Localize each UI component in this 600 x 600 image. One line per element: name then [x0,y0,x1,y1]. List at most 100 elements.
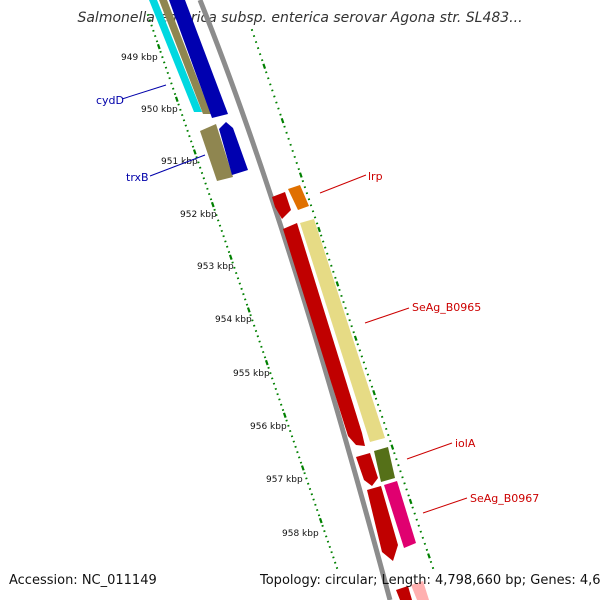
gene-SeAg_B0967[interactable] [384,481,416,548]
gene-SeAg_B0965[interactable] [300,219,385,442]
minor-tick [222,235,225,238]
gene-cydD-cyan[interactable] [149,0,202,112]
minor-tick [245,303,249,306]
minor-tick [324,246,327,249]
major-tick [246,307,251,313]
minor-tick [159,50,162,53]
minor-tick [378,409,382,412]
major-tick [210,201,215,208]
label-lrp[interactable]: lrp [368,170,383,183]
minor-tick [150,24,153,27]
gene-iolA[interactable] [374,447,395,482]
minor-tick [265,71,268,74]
minor-tick [191,145,195,148]
minor-tick [289,143,292,146]
minor-tick [252,324,256,327]
minor-tick [338,288,341,292]
minor-tick [189,140,193,143]
gene-trxB-blue[interactable] [219,122,248,175]
minor-tick [352,331,355,334]
minor-tick [425,548,429,551]
minor-tick [256,335,260,338]
minor-tick [173,92,177,96]
kbp-label-955: 955 kbp [233,369,270,379]
minor-tick [307,198,311,201]
minor-tick [380,415,384,418]
minor-tick [328,258,331,261]
minor-tick [258,53,262,56]
minor-tick [332,556,335,559]
label-cydD[interactable]: cydD [96,94,124,107]
gene-lrp[interactable] [288,185,309,210]
minor-tick [267,77,270,80]
minor-tick [401,476,404,479]
minor-tick [162,61,166,64]
minor-tick [285,131,288,134]
kbp-scale-ticks [146,13,339,570]
minor-tick [275,101,278,104]
minor-tick [267,366,270,369]
minor-tick [356,343,359,346]
minor-tick [340,294,343,298]
minor-tick [260,345,263,348]
minor-tick [263,356,267,359]
minor-tick [419,530,423,533]
label-iolA[interactable]: iolA [455,437,476,450]
minor-tick [323,530,326,533]
minor-tick [346,313,349,316]
minor-tick [413,512,416,515]
minor-tick [335,566,339,570]
gene-lrp-red[interactable] [272,192,291,219]
minor-tick [225,245,229,248]
label-SeAg_B0967[interactable]: SeAg_B0967 [470,492,539,505]
major-tick [298,172,303,178]
gene-red-lower[interactable] [367,486,398,561]
minor-tick [374,397,378,400]
minor-tick [213,208,216,211]
major-tick [372,389,376,396]
minor-tick [326,540,330,543]
major-tick [317,226,321,233]
minor-tick [287,424,290,427]
minor-tick [231,261,234,264]
minor-tick [319,234,323,237]
minor-tick [328,545,332,549]
minor-tick [407,494,410,497]
gene-pink-bottom[interactable] [411,581,429,600]
minor-tick [403,482,406,485]
label-trxB[interactable]: trxB [126,171,149,184]
minor-tick [360,355,364,358]
minor-tick [186,129,189,132]
minor-tick [204,182,207,185]
minor-tick [276,393,279,396]
minor-tick [312,498,315,501]
minor-tick [288,429,292,433]
minor-tick [281,408,285,412]
map-title: Salmonella enterica subsp. enterica sero… [77,10,522,26]
minor-tick [236,277,240,280]
gene-red-long[interactable] [283,223,365,446]
minor-tick [285,419,288,422]
minor-tick [170,82,173,85]
minor-tick [297,167,300,171]
gene-red-bottom[interactable] [396,586,412,600]
gene-trxB-khaki[interactable] [200,124,233,181]
gene-red-iolA-inner[interactable] [356,453,378,486]
major-tick [282,412,287,418]
minor-tick [250,28,254,32]
label-SeAg_B0965[interactable]: SeAg_B0965 [412,301,481,314]
minor-tick [299,461,303,464]
outer-scale-ticks [250,28,435,570]
minor-tick [179,108,182,111]
minor-tick [314,503,317,506]
minor-tick [399,470,402,473]
major-tick [264,359,269,366]
minor-tick [376,403,380,406]
minor-tick [415,518,418,521]
gene-khaki-upper[interactable] [159,0,211,114]
leader-SeAg_B0967 [422,497,468,514]
genome-info-text: Topology: circular; Length: 4,798,660 bp… [260,573,600,588]
minor-tick [287,137,290,140]
gene-cydD-blue[interactable] [169,0,228,118]
minor-tick [389,439,392,443]
